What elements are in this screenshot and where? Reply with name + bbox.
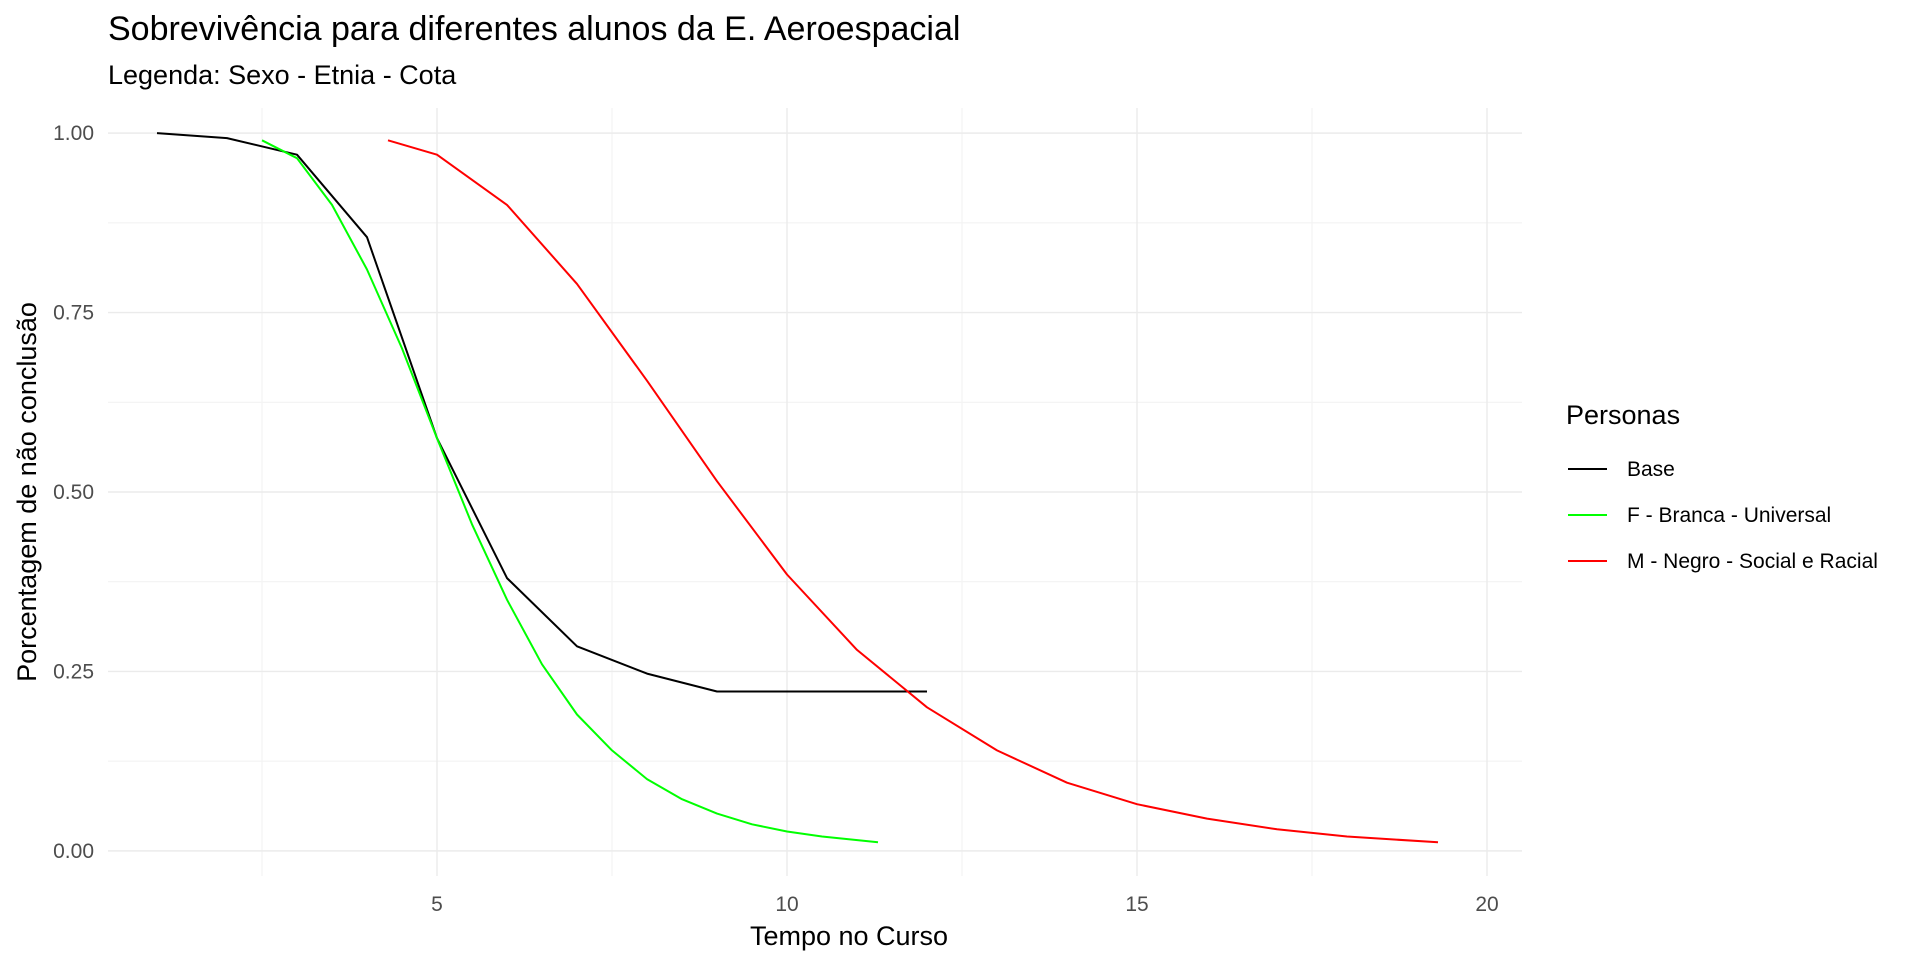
y-axis-title: Porcentagem de não conclusão [12,302,42,682]
y-tick-label: 0.75 [53,302,94,325]
y-tick-label: 0.25 [53,660,94,683]
major-gridlines [108,108,1522,876]
series-line-3 [387,139,1439,844]
x-axis-tick-labels: 5 10 15 20 [431,893,1499,916]
chart-subtitle: Legenda: Sexo - Etnia - Cota [108,60,457,90]
legend-title: Personas [1566,400,1680,430]
y-axis-tick-labels: 0.00 0.25 0.50 0.75 1.00 [53,122,94,863]
x-tick-label: 5 [431,893,443,916]
x-tick-label: 20 [1475,893,1498,916]
legend-label: M - Negro - Social e Racial [1627,550,1878,573]
legend-label: Base [1627,458,1675,481]
legend-items: Base F - Branca - Universal M - Negro - So… [1568,458,1878,573]
series-lines [156,132,1439,844]
y-tick-label: 0.50 [53,481,94,504]
x-tick-label: 15 [1125,893,1148,916]
series-line-2 [261,139,879,844]
x-tick-label: 10 [775,893,798,916]
y-tick-label: 0.00 [53,840,94,863]
chart-title: Sobrevivência para diferentes alunos da … [108,10,960,48]
x-axis-title: Tempo no Curso [750,921,948,951]
legend-label: F - Branca - Universal [1627,504,1831,527]
y-tick-label: 1.00 [53,122,94,145]
legend: Personas Base F - Branca - Universal M - N… [1566,400,1878,573]
